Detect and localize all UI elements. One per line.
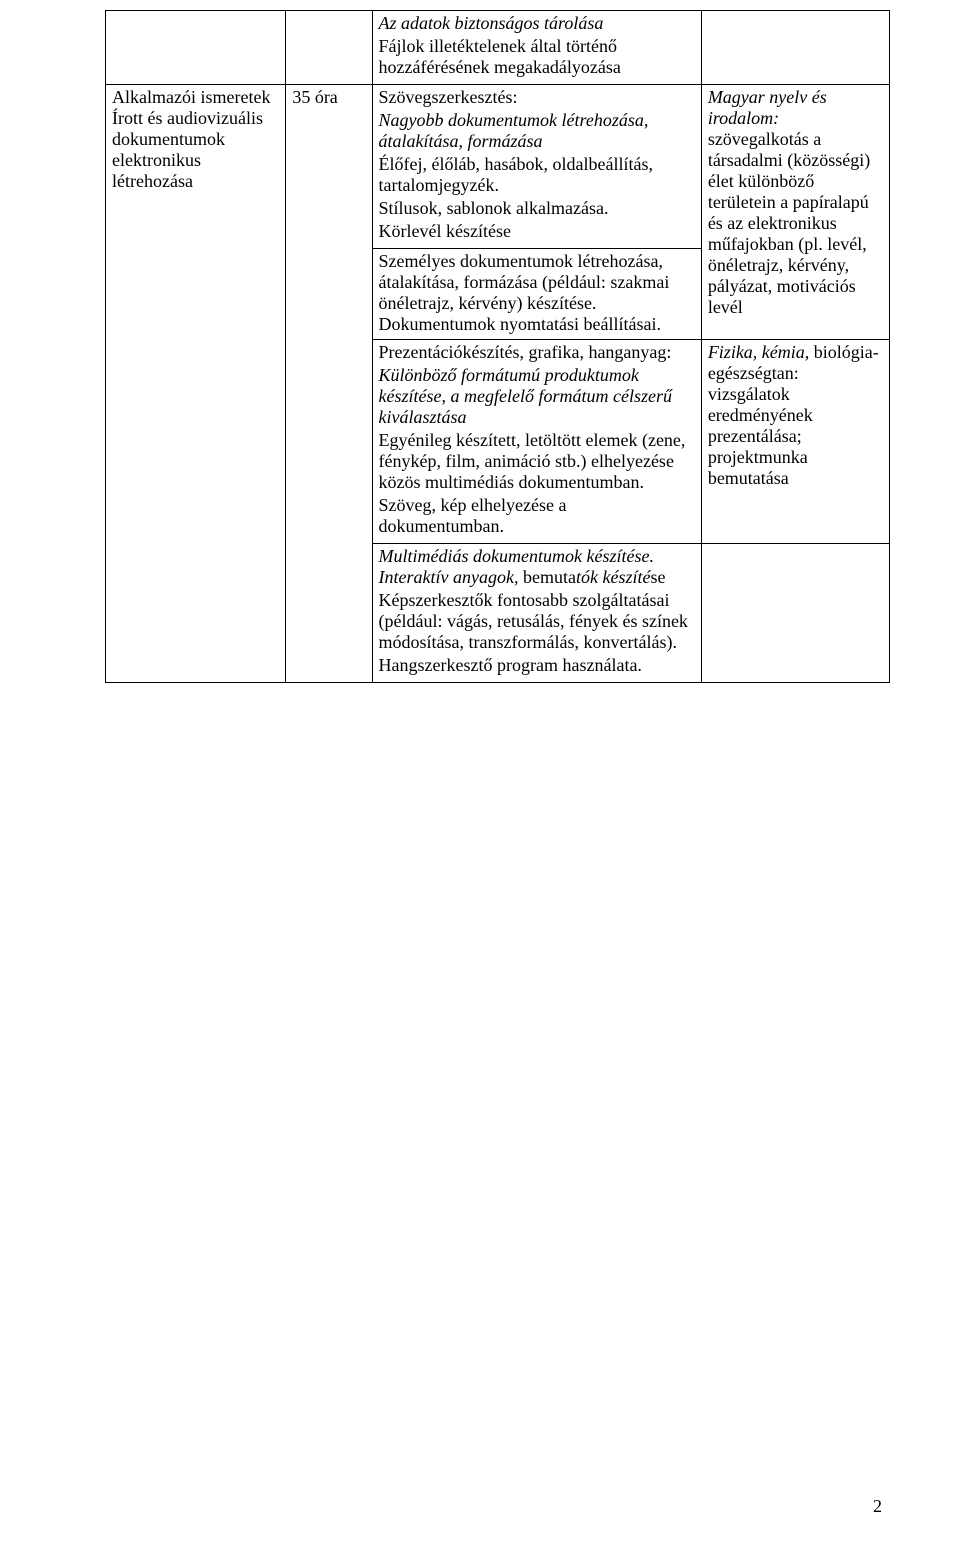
content-text: Nagyobb dokumentumok létrehozása, átalak… bbox=[379, 110, 695, 152]
cell-content: Multimédiás dokumentumok készítése. Inte… bbox=[372, 544, 701, 683]
cell-links: Magyar nyelv és irodalom: szövegalkotás … bbox=[701, 85, 889, 340]
link-subject: Magyar nyelv és irodalom: bbox=[708, 87, 827, 128]
content-text: Multimédiás dokumentumok készítése. Inte… bbox=[379, 546, 695, 588]
content-plain: se bbox=[650, 567, 665, 587]
page-number: 2 bbox=[873, 1496, 882, 1517]
content-heading: Szövegszerkesztés: bbox=[379, 87, 695, 108]
content-heading: Prezentációkészítés, grafika, hanganyag: bbox=[379, 342, 695, 363]
curriculum-table: Az adatok biztonságos tárolása Fájlok il… bbox=[105, 10, 890, 683]
content-italic: tók készíté bbox=[576, 567, 650, 587]
cell-content: Az adatok biztonságos tárolása Fájlok il… bbox=[372, 11, 701, 85]
cell-links: Fizika, kémia, biológia-egészségtan: viz… bbox=[701, 340, 889, 544]
cell-links bbox=[701, 11, 889, 85]
link-subject: Fizika, kémia, bbox=[708, 342, 809, 362]
content-text: Egyénileg készített, letöltött elemek (z… bbox=[379, 430, 695, 493]
content-text: Stílusok, sablonok alkalmazása. bbox=[379, 198, 695, 219]
cell-topic bbox=[106, 11, 286, 85]
cell-content: Prezentációkészítés, grafika, hanganyag:… bbox=[372, 340, 701, 544]
page: Az adatok biztonságos tárolása Fájlok il… bbox=[0, 0, 960, 1545]
cell-links bbox=[701, 544, 889, 683]
cell-content: Szövegszerkesztés: Nagyobb dokumentumok … bbox=[372, 85, 701, 249]
content-text: Képszerkesztők fontosabb szolgáltatásai … bbox=[379, 590, 695, 653]
hours-text: 35 óra bbox=[292, 87, 337, 107]
topic-text: Alkalmazói ismeretek Írott és audiovizuá… bbox=[112, 87, 270, 191]
content-text: Az adatok biztonságos tárolása bbox=[379, 13, 695, 34]
content-text: Szöveg, kép elhelyezése a dokumentumban. bbox=[379, 495, 695, 537]
content-text: Körlevél készítése bbox=[379, 221, 695, 242]
content-text: Hangszerkesztő program használata. bbox=[379, 655, 695, 676]
link-text: szövegalkotás a társadalmi (közösségi) é… bbox=[708, 129, 870, 317]
cell-hours bbox=[286, 11, 372, 85]
table-row: Az adatok biztonságos tárolása Fájlok il… bbox=[106, 11, 890, 85]
cell-topic: Alkalmazói ismeretek Írott és audiovizuá… bbox=[106, 85, 286, 683]
cell-content: Személyes dokumentumok létrehozása, átal… bbox=[372, 249, 701, 340]
content-text: Különböző formátumú produktumok készítés… bbox=[379, 365, 695, 428]
content-text: Élőfej, élőláb, hasábok, oldalbeállítás,… bbox=[379, 154, 695, 196]
content-text: Személyes dokumentumok létrehozása, átal… bbox=[379, 251, 670, 334]
table-row: Alkalmazói ismeretek Írott és audiovizuá… bbox=[106, 85, 890, 249]
content-text: Fájlok illetéktelenek által történő hozz… bbox=[379, 36, 695, 78]
cell-hours: 35 óra bbox=[286, 85, 372, 683]
content-plain: bemuta bbox=[519, 567, 576, 587]
